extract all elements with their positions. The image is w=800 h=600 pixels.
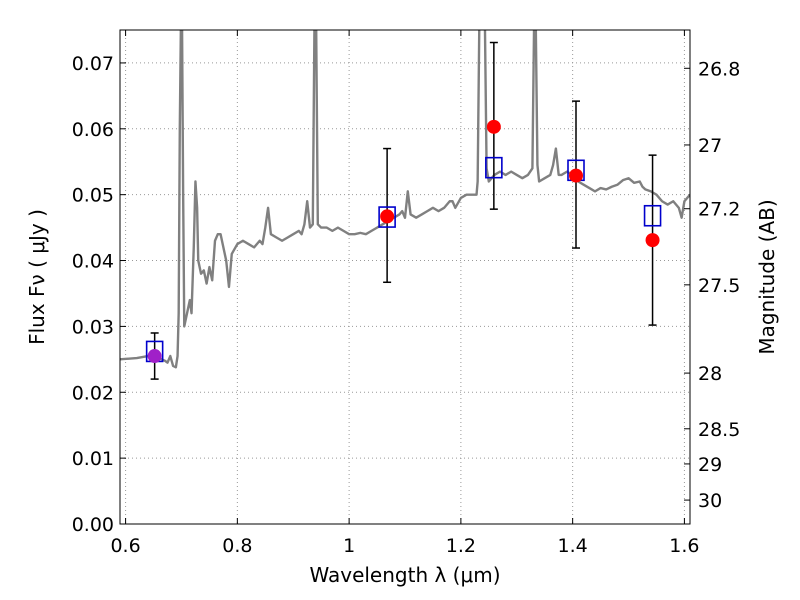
y2-axis-label: Magnitude (AB) <box>755 199 779 354</box>
y2-tick-label: 29 <box>698 454 722 476</box>
observed-point <box>569 168 583 183</box>
observed-point <box>147 349 162 364</box>
y2-tick-label: 30 <box>698 490 722 512</box>
x-axis-label: Wavelength λ (μm) <box>309 563 500 587</box>
y2-tick-label: 27.5 <box>698 275 740 297</box>
observed-point <box>645 233 660 248</box>
model-box-marker <box>485 156 503 179</box>
plot-background <box>120 30 690 524</box>
y-tick-label: 0.05 <box>72 185 114 207</box>
x-tick-label: 1.2 <box>446 535 476 557</box>
y-tick-label: 0.00 <box>72 514 114 536</box>
axis-ticks: 0.6 0.8 1 1.2 1.4 1.6 0.00 0.01 0.02 0.03 0.04 0.05… <box>72 30 740 557</box>
y2-tick-label: 27 <box>698 135 722 157</box>
y-tick-label: 0.07 <box>72 53 114 75</box>
y2-tick-label: 28.5 <box>698 419 740 441</box>
y-tick-label: 0.02 <box>72 382 114 404</box>
y-tick-label: 0.04 <box>72 251 114 273</box>
y-axis-label: Flux Fν ( μJy ) <box>25 209 49 345</box>
observed-point <box>486 119 501 134</box>
model-box-marker <box>378 206 396 228</box>
y2-tick-label: 26.8 <box>698 58 740 80</box>
x-tick-label: 1 <box>343 535 355 557</box>
x-tick-label: 0.8 <box>222 535 252 557</box>
y-tick-label: 0.03 <box>72 316 114 338</box>
x-tick-label: 0.6 <box>110 535 140 557</box>
x-tick-label: 1.4 <box>558 535 588 557</box>
plot-frame <box>119 29 691 525</box>
observed-point <box>380 209 395 224</box>
grid-lines <box>120 30 690 524</box>
x-tick-label: 1.6 <box>669 535 699 557</box>
y-tick-label: 0.06 <box>72 119 114 141</box>
y2-tick-label: 27.2 <box>698 199 740 221</box>
y-tick-label: 0.01 <box>72 448 114 470</box>
y2-tick-label: 28 <box>698 363 722 385</box>
model-box-marker <box>643 204 662 227</box>
plot-content <box>120 30 690 380</box>
